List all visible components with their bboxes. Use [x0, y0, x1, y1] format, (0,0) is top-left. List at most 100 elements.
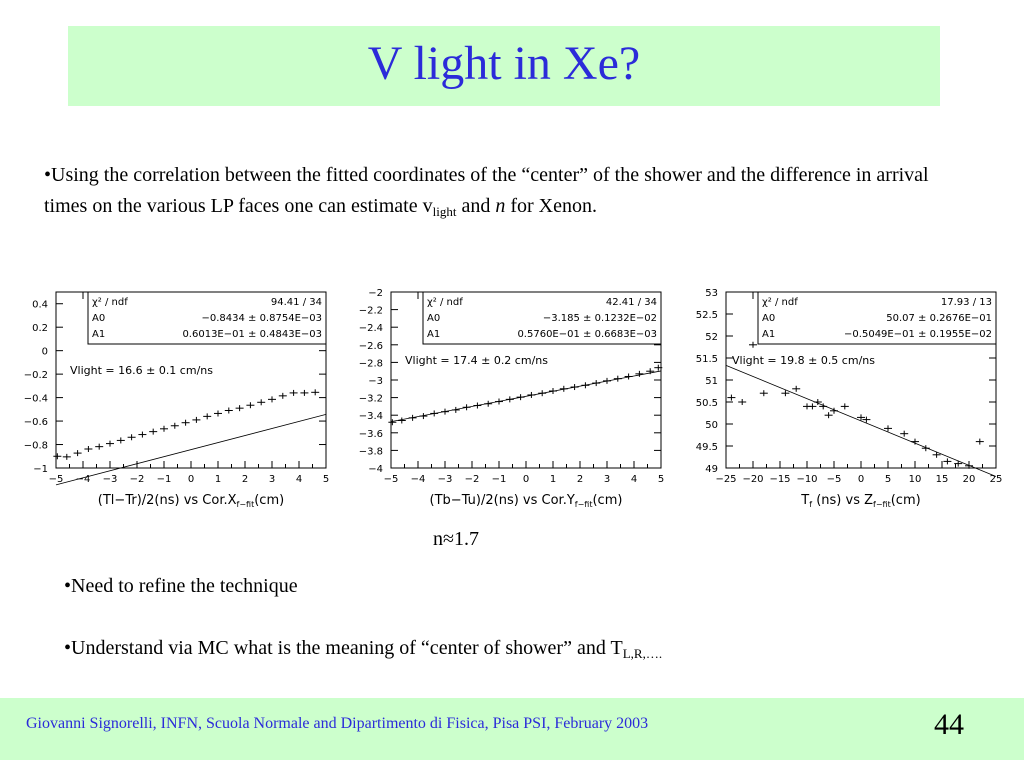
data-point	[527, 391, 536, 398]
y-tick-label: 0	[42, 347, 48, 358]
data-point	[214, 410, 222, 417]
vlight-annotation: Vlight = 16.6 ± 0.1 cm/ns	[70, 364, 213, 377]
x-tick-label: 20	[963, 474, 976, 485]
vlight-annotation: Vlight = 17.4 ± 0.2 cm/ns	[405, 354, 548, 367]
x-tick-label: −4	[411, 474, 426, 485]
stats-label: A0	[427, 313, 440, 324]
x-axis-label-main: (Tb−Tu)/2(ns) vs Cor.Y	[430, 493, 575, 508]
chart-tf-z: −25 −20 −15 −10 −5 0 5 10 15 20 25 53 52.5 52 51.5 51 50…	[696, 288, 1003, 509]
bullet-3-text: •Understand via MC what is the meaning o…	[64, 637, 623, 659]
x-tick-label: 2	[577, 474, 583, 485]
x-tick-label: −20	[742, 474, 763, 485]
y-tick-label: 0.4	[32, 300, 48, 311]
data-point	[462, 404, 471, 411]
data-point	[495, 398, 503, 405]
footer-band: Giovanni Signorelli, INFN, Scuola Normal…	[0, 698, 1024, 760]
y-tick-label: 51	[705, 376, 718, 387]
x-axis-label-sub: f−fit	[873, 500, 891, 509]
stats-label: A1	[762, 329, 775, 340]
y-tick-label: −3.8	[359, 446, 383, 457]
bullet-3: •Understand via MC what is the meaning o…	[64, 633, 662, 664]
y-tick-label: 0.2	[32, 323, 48, 334]
data-point	[388, 419, 397, 426]
x-tick-label: 15	[936, 474, 949, 485]
data-point	[654, 364, 663, 371]
data-point	[792, 385, 801, 392]
data-point	[830, 407, 838, 414]
stats-value: 0.6013E−01 ± 0.4843E−03	[182, 329, 322, 340]
x-tick-label: −2	[130, 474, 145, 485]
stats-box-frame	[87, 291, 327, 345]
stats-label: A0	[762, 313, 775, 324]
x-tick-label: −5	[384, 474, 399, 485]
data-point	[603, 377, 611, 384]
data-point	[246, 402, 255, 409]
footer-text: Giovanni Signorelli, INFN, Scuola Normal…	[26, 715, 649, 732]
data-point	[160, 425, 168, 432]
x-tick-label: −5	[827, 474, 842, 485]
chart-tb-tu: −5 −4 −3 −2 −1 0 1 2 3 4 5−2−2.2−2.4−2.6−2.8−3−3.2…	[359, 288, 664, 509]
data-point	[932, 451, 941, 458]
y-tick-label: −4	[368, 464, 383, 475]
data-point	[954, 460, 963, 467]
data-point	[278, 392, 287, 399]
y-tick-label: −2	[368, 288, 383, 299]
x-tick-label: −25	[715, 474, 736, 485]
x-axis-label-sub: f−fit	[575, 500, 593, 509]
data-point	[646, 368, 655, 375]
data-point	[138, 431, 147, 438]
x-tick-label: −4	[76, 474, 91, 485]
data-point	[727, 394, 736, 401]
data-point	[192, 416, 201, 423]
x-tick-label: −3	[103, 474, 118, 485]
data-point	[408, 414, 417, 421]
x-axis-label-tail: (cm)	[592, 493, 622, 508]
data-point	[549, 388, 557, 394]
data-point	[235, 405, 244, 412]
y-tick-label: −0.4	[24, 394, 48, 405]
data-point	[170, 422, 179, 429]
fit-line	[55, 413, 327, 486]
x-axis-label-sub: f−fit	[237, 500, 255, 509]
y-tick-label: 52	[705, 332, 718, 343]
data-point	[862, 416, 871, 423]
bullet-1-n: n	[495, 195, 506, 217]
data-point	[581, 382, 590, 389]
data-point	[824, 412, 833, 419]
x-axis-label-tsub: f	[809, 500, 812, 509]
stats-label: χ² / ndf	[92, 297, 128, 308]
x-tick-label: −1	[492, 474, 507, 485]
data-point	[451, 406, 460, 413]
x-axis-label-main: (Tl−Tr)/2(ns) vs Cor.X	[98, 493, 237, 508]
page-number: 44	[934, 708, 964, 741]
data-point	[224, 407, 233, 414]
stats-label: χ² / ndf	[762, 297, 798, 308]
y-tick-label: −1	[33, 464, 48, 475]
y-tick-label: −3.2	[359, 394, 383, 405]
data-point	[781, 390, 790, 397]
x-axis-label: Tf (ns) vs Zf−fit(cm)	[800, 493, 920, 509]
x-tick-label: 5	[323, 474, 329, 485]
data-point	[759, 390, 768, 397]
x-axis-label-tail: (cm)	[891, 493, 921, 508]
x-axis-label: (Tl−Tr)/2(ns) vs Cor.Xf−fit(cm)	[98, 493, 284, 509]
data-point	[300, 389, 309, 396]
x-tick-label: 0	[858, 474, 864, 485]
data-point	[592, 380, 601, 387]
x-tick-label: 3	[269, 474, 275, 485]
stats-value: 17.93 / 13	[941, 297, 992, 308]
stats-label: A1	[427, 329, 440, 340]
stats-value: 0.5760E−01 ± 0.6683E−03	[517, 329, 657, 340]
stats-box: χ² / ndf 42.41 / 34 A0 −3.185 ± 0.1232E−02 A…	[422, 291, 662, 345]
y-tick-label: 49.5	[696, 442, 718, 453]
data-point	[84, 445, 93, 452]
data-point	[62, 453, 71, 460]
fit-line	[725, 365, 997, 477]
bullet-1-tail: for Xenon.	[505, 195, 597, 217]
data-point	[181, 419, 190, 426]
data-point	[73, 450, 82, 457]
data-point	[570, 384, 579, 391]
chart-tl-tr: −5 −4 −3 −2 −1 0 1 2 3 4 5 0.4 0.2 0 −0.2 −0.4 −0.6 −0.8 −…	[24, 291, 329, 509]
data-point	[808, 403, 817, 410]
data-point	[149, 428, 158, 435]
